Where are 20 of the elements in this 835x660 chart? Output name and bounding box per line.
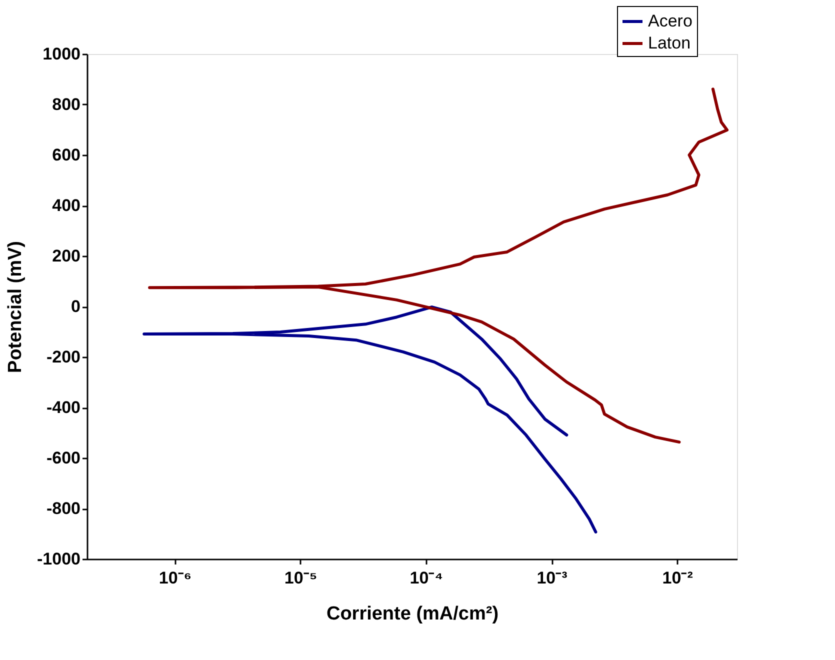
y-tick-label: 1000 <box>42 44 80 64</box>
legend-label: Laton <box>648 34 691 52</box>
x-tick-label: 10⁻⁶ <box>158 568 192 588</box>
x-tick-label: 10⁻⁵ <box>284 568 318 588</box>
x-tick-label: 10⁻⁴ <box>410 568 444 588</box>
y-tick-label: -200 <box>46 348 80 366</box>
x-tick-label: 10⁻³ <box>536 568 568 588</box>
y-tick-label: -600 <box>46 448 80 468</box>
y-tick-label: 800 <box>52 95 80 114</box>
legend-label: Acero <box>648 12 692 30</box>
y-tick-label: -400 <box>46 398 80 417</box>
y-tick-label: 600 <box>52 146 80 164</box>
x-tick-label: 10⁻² <box>662 568 694 588</box>
x-axis-title: Corriente (mA/cm²) <box>326 604 499 624</box>
y-tick-label: -800 <box>46 499 80 518</box>
y-tick-label: -1000 <box>37 550 80 568</box>
y-axis-title: Potencial (mV) <box>5 241 26 373</box>
y-tick-label: 200 <box>52 246 80 266</box>
y-tick-label: 400 <box>52 196 80 215</box>
y-tick-label: 0 <box>71 297 80 316</box>
